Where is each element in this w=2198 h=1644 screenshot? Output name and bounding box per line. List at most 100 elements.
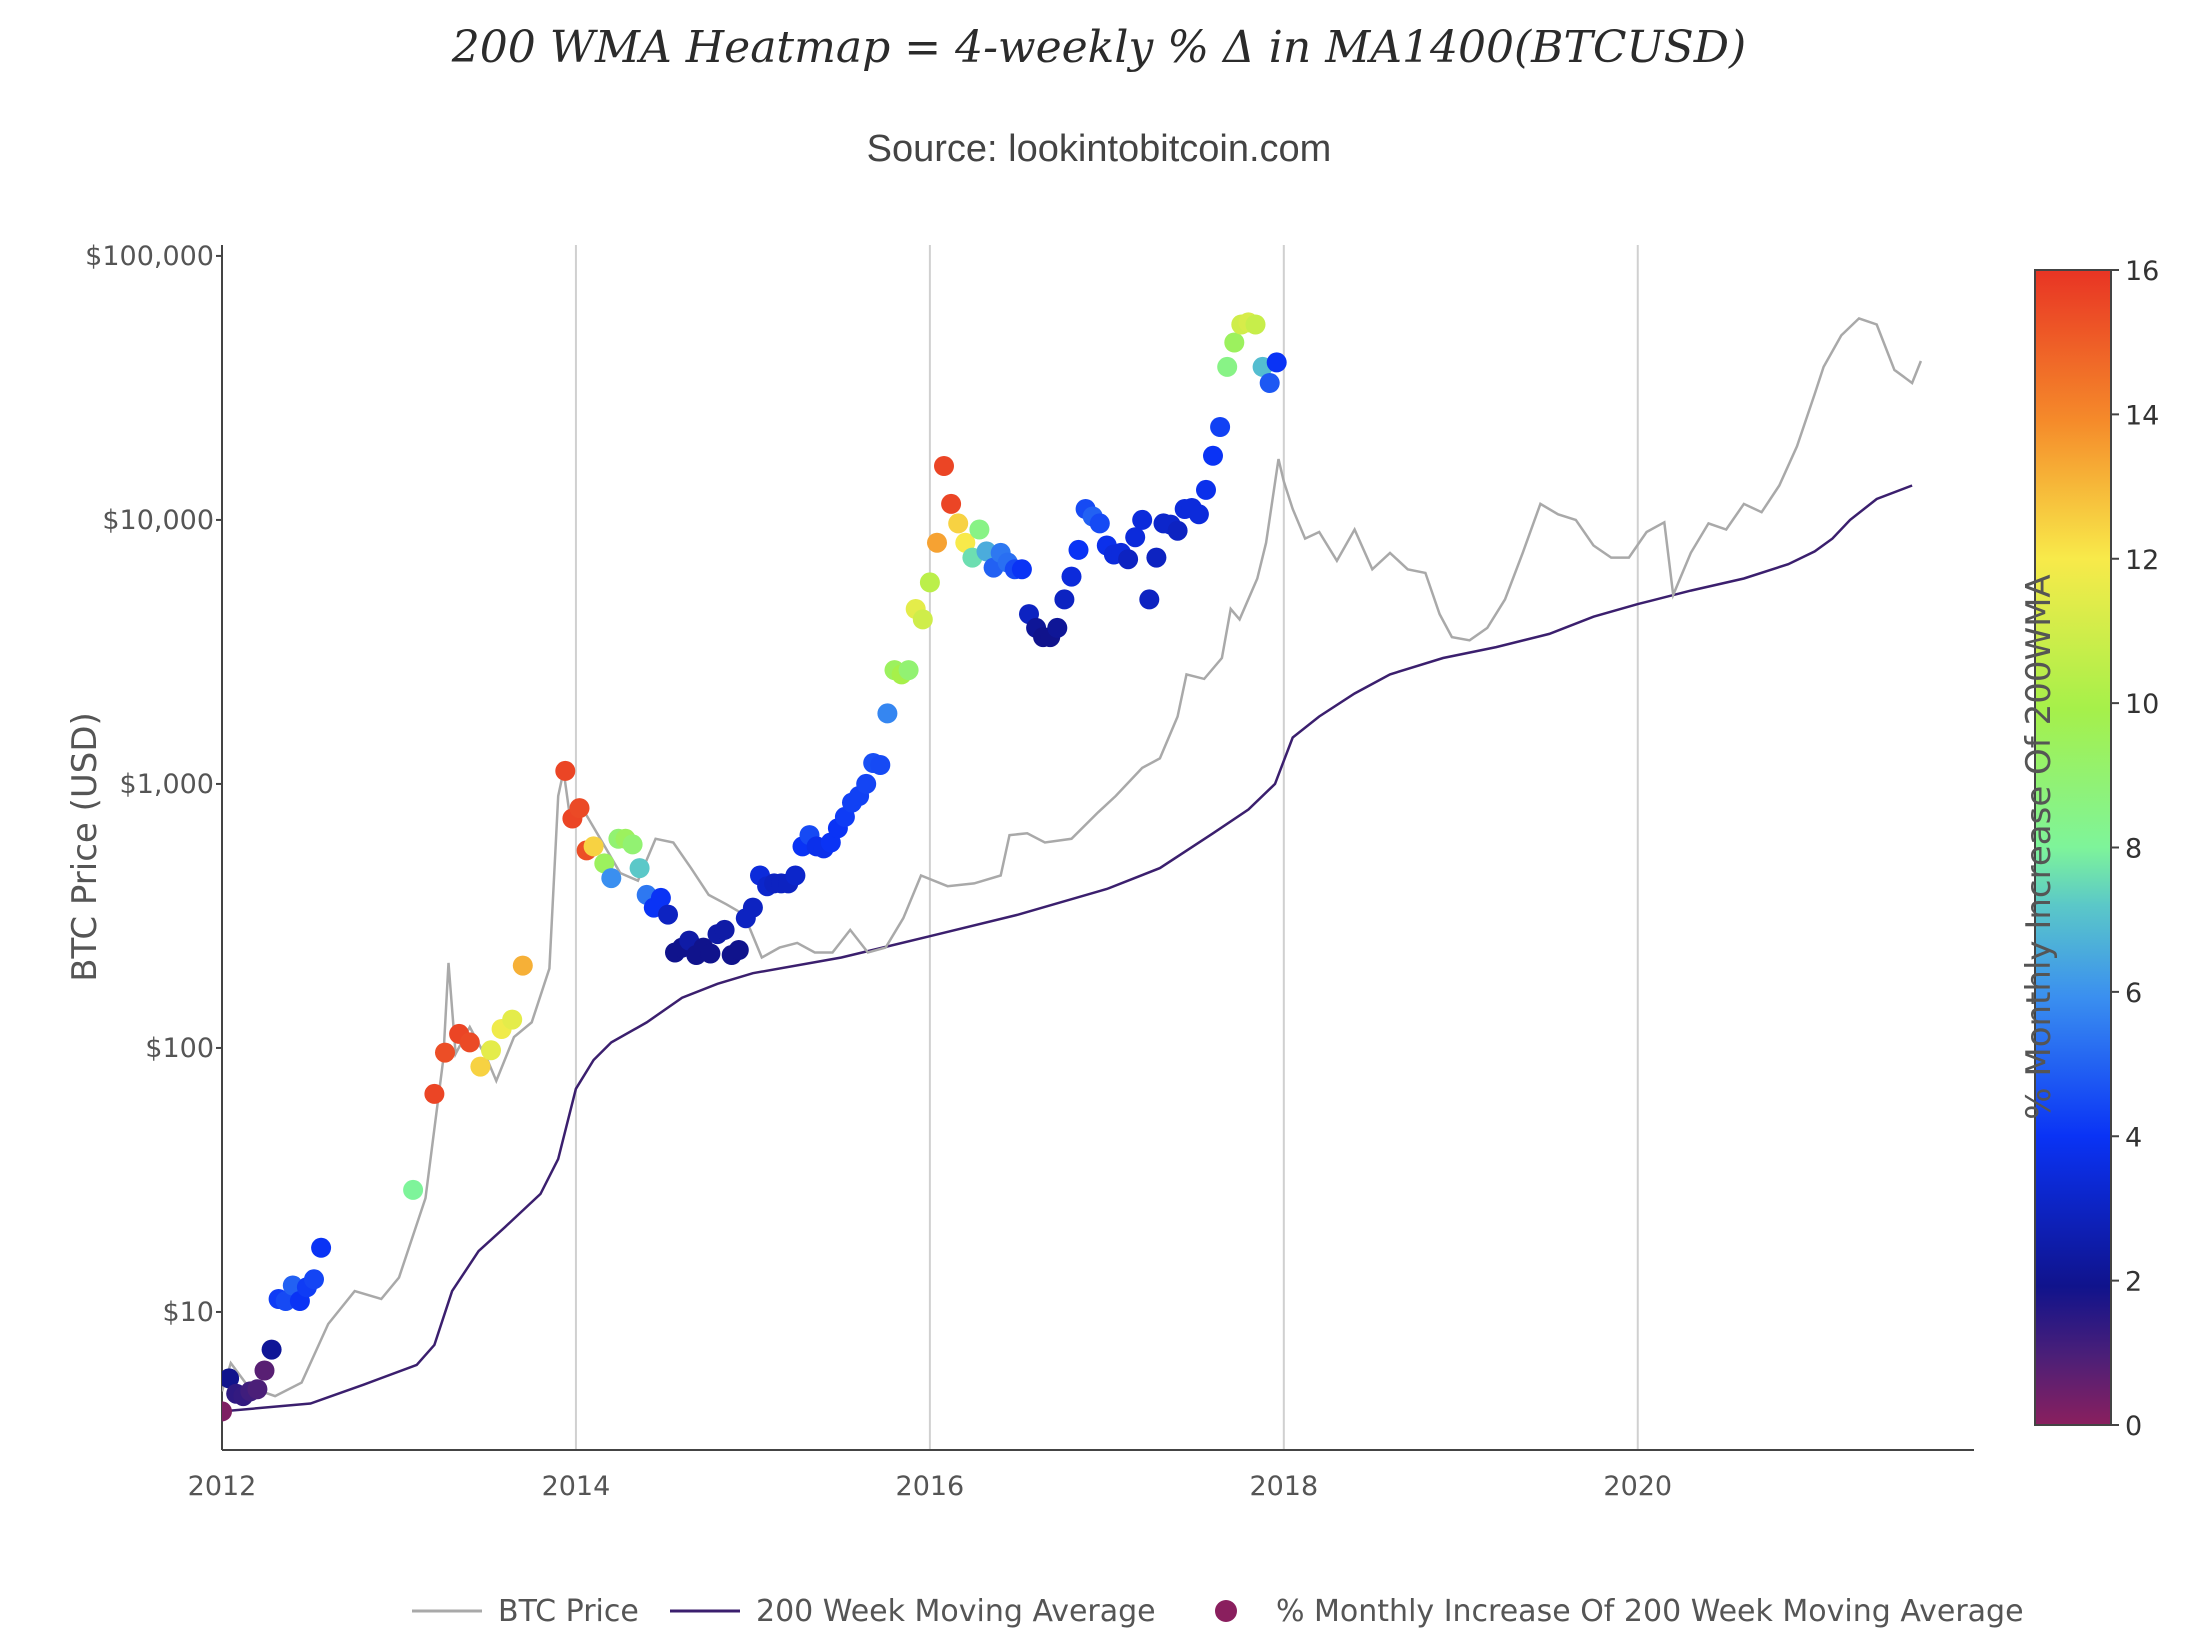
- heatmap-marker-105: [1125, 527, 1146, 548]
- x-tick-2020: 2020: [1603, 1471, 1672, 1502]
- heatmap-marker-39: [658, 904, 678, 925]
- heatmap-marker-122: [1245, 314, 1266, 335]
- colorbar-tick-8: 8: [2125, 834, 2142, 865]
- chart-subtitle: Source: lookintobitcoin.com: [866, 128, 1332, 170]
- colorbar-tick-4: 4: [2125, 1122, 2142, 1153]
- heatmap-marker-97: [1068, 539, 1089, 560]
- heatmap-marker-100: [1089, 513, 1110, 534]
- heatmap-marker-29: [583, 836, 604, 857]
- heatmap-marker-107: [1139, 589, 1160, 610]
- heatmap-marker-51: [742, 897, 763, 918]
- heatmap-marker-75: [912, 609, 933, 630]
- heatmap-marker-0: [222, 1401, 232, 1422]
- heatmap-marker-117: [1210, 417, 1231, 437]
- heatmap-marker-23: [502, 1009, 523, 1030]
- btc-price-line: [222, 316, 1923, 1398]
- heatmap-marker-78: [934, 456, 954, 476]
- heatmap-marker-45: [700, 943, 721, 964]
- colorbar-tick-6: 6: [2125, 978, 2142, 1009]
- y-tick-0: $10: [162, 1297, 214, 1328]
- heatmap-marker-111: [1167, 520, 1188, 541]
- y-tick-labels: $10 $100 $1,000 $10,000 $100,000: [85, 241, 214, 1328]
- grid-lines: [574, 245, 1639, 1450]
- x-tick-2012: 2012: [188, 1471, 257, 1502]
- heatmap-marker-14: [311, 1237, 332, 1258]
- heatmap-markers: [222, 312, 1287, 1422]
- heatmap-marker-13: [304, 1269, 324, 1290]
- heatmap-marker-116: [1203, 445, 1223, 466]
- y-tick-1: $100: [145, 1033, 214, 1064]
- colorbar-tick-0: 0: [2125, 1411, 2142, 1442]
- legend-swatch-marker: [1215, 1600, 1237, 1622]
- heatmap-marker-106: [1132, 509, 1153, 530]
- heatmap-marker-17: [435, 1042, 455, 1063]
- colorbar-tick-2: 2: [2125, 1267, 2142, 1298]
- heatmap-marker-49: [728, 940, 749, 960]
- heatmap-marker-125: [1266, 352, 1287, 373]
- colorbar-tick-14: 14: [2125, 400, 2159, 431]
- heatmap-marker-1: [222, 1368, 240, 1389]
- heatmap-marker-9: [275, 1291, 296, 1311]
- heatmap-marker-124: [1259, 373, 1280, 393]
- y-tick-3: $10,000: [102, 505, 214, 536]
- heatmap-marker-15: [403, 1179, 424, 1200]
- heatmap-marker-69: [870, 755, 891, 775]
- heatmap-marker-6: [254, 1360, 275, 1381]
- heatmap-marker-31: [601, 868, 622, 889]
- heatmap-marker-81: [955, 532, 976, 553]
- colorbar-tick-12: 12: [2125, 545, 2159, 576]
- chart-title: 200 WMA Heatmap = 4-weekly % Δ in MA1400…: [451, 22, 1747, 73]
- legend: BTC Price 200 Week Moving Average % Mont…: [412, 1594, 2024, 1629]
- heatmap-marker-77: [927, 532, 947, 553]
- axes: [216, 245, 1974, 1451]
- heatmap-marker-95: [1054, 589, 1075, 610]
- heatmap-marker-94: [1047, 617, 1068, 638]
- heatmap-marker-47: [714, 919, 735, 940]
- heatmap-marker-7: [261, 1339, 282, 1360]
- colorbar-title: % Monthly Increase Of 200WMA: [2019, 574, 2059, 1119]
- heatmap-marker-19: [459, 1032, 480, 1053]
- legend-label-wma: 200 Week Moving Average: [756, 1594, 1156, 1629]
- wma-line: [222, 484, 1913, 1413]
- heatmap-marker-73: [898, 660, 919, 681]
- heatmap-marker-80: [948, 513, 969, 534]
- heatmap-marker-104: [1118, 549, 1139, 570]
- heatmap-marker-108: [1146, 547, 1167, 568]
- x-tick-2018: 2018: [1249, 1471, 1318, 1502]
- heatmap-marker-96: [1061, 566, 1082, 587]
- colorbar: [2034, 269, 2112, 1426]
- heatmap-marker-89: [1011, 559, 1032, 580]
- colorbar-ticks: 0 2 4 6 8 10 12 14 16: [2111, 256, 2159, 1442]
- heatmap-marker-79: [941, 493, 962, 514]
- y-tick-2: $1,000: [120, 769, 214, 800]
- heatmap-marker-119: [1224, 332, 1245, 353]
- heatmap-marker-5: [247, 1379, 268, 1400]
- heatmap-marker-57: [785, 865, 806, 886]
- heatmap-marker-83: [969, 519, 990, 540]
- colorbar-tick-16: 16: [2125, 256, 2159, 287]
- heatmap-marker-115: [1196, 479, 1216, 500]
- heatmap-marker-67: [856, 773, 877, 794]
- y-axis-label: BTC Price (USD): [65, 712, 105, 982]
- heatmap-marker-114: [1188, 504, 1209, 525]
- heatmap-marker-16: [424, 1083, 445, 1104]
- x-tick-2014: 2014: [542, 1471, 611, 1502]
- heatmap-marker-70: [877, 703, 898, 724]
- heatmap-marker-21: [481, 1040, 501, 1061]
- heatmap-marker-76: [919, 572, 940, 593]
- heatmap-marker-35: [629, 858, 650, 879]
- heatmap-marker-27: [569, 798, 590, 819]
- heatmap-marker-20: [470, 1056, 491, 1077]
- heatmap-marker-38: [650, 887, 671, 908]
- x-tick-2016: 2016: [896, 1471, 965, 1502]
- legend-label-btc-price: BTC Price: [498, 1594, 639, 1629]
- heatmap-marker-24: [512, 955, 533, 976]
- heatmap-marker-34: [622, 834, 643, 855]
- heatmap-marker-118: [1217, 356, 1238, 377]
- heatmap-marker-25: [555, 760, 576, 781]
- legend-label-marker: % Monthly Increase Of 200 Week Moving Av…: [1276, 1594, 2024, 1629]
- y-tick-4: $100,000: [85, 241, 214, 272]
- colorbar-tick-10: 10: [2125, 689, 2159, 720]
- x-tick-labels: 2012 2014 2016 2018 2020: [188, 1471, 1672, 1502]
